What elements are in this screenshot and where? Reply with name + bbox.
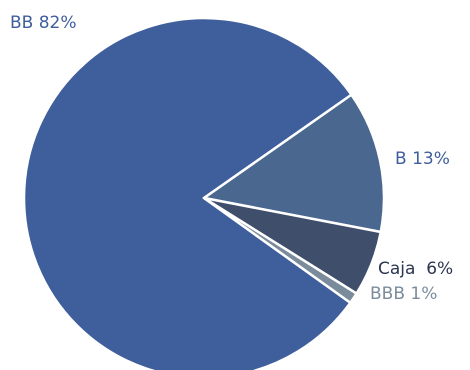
labels-layer: BB 82% B 13% Caja 6% BBB 1% bbox=[10, 13, 453, 304]
pie-slice-b bbox=[202, 93, 386, 234]
slices-layer bbox=[22, 16, 386, 370]
slice-label-caja: Caja 6% bbox=[378, 259, 453, 279]
pie-slice-bb bbox=[22, 16, 353, 370]
pie-slice-bbb bbox=[202, 196, 358, 305]
slice-label-bb: BB 82% bbox=[10, 13, 77, 33]
slice-label-bbb: BBB 1% bbox=[370, 284, 437, 304]
slice-label-b: B 13% bbox=[395, 149, 450, 169]
